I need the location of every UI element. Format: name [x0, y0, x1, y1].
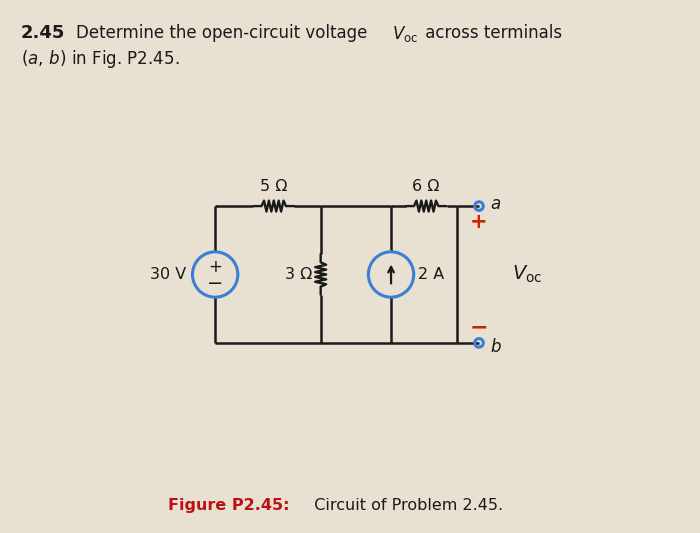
Text: 5 Ω: 5 Ω	[260, 179, 288, 193]
Text: a: a	[490, 195, 500, 213]
Text: $(a,\, b)$ in Fig. P2.45.: $(a,\, b)$ in Fig. P2.45.	[21, 48, 179, 70]
Text: $V_{\rm oc}$: $V_{\rm oc}$	[512, 264, 542, 285]
Text: −: −	[207, 273, 223, 293]
Text: 2 A: 2 A	[419, 267, 444, 282]
Text: Circuit of Problem 2.45.: Circuit of Problem 2.45.	[304, 498, 503, 513]
Text: 6 Ω: 6 Ω	[412, 179, 440, 193]
Text: 30 V: 30 V	[150, 267, 187, 282]
Text: +: +	[208, 258, 222, 276]
Text: across terminals: across terminals	[420, 24, 562, 42]
Text: −: −	[470, 317, 489, 337]
Text: 2.45: 2.45	[21, 24, 65, 42]
Text: +: +	[470, 212, 488, 232]
Text: b: b	[490, 338, 500, 356]
Text: 3 Ω: 3 Ω	[285, 267, 312, 282]
Text: Figure P2.45:: Figure P2.45:	[168, 498, 290, 513]
Text: Determine the open-circuit voltage: Determine the open-circuit voltage	[76, 24, 372, 42]
Text: $V_{\rm oc}$: $V_{\rm oc}$	[392, 24, 418, 44]
